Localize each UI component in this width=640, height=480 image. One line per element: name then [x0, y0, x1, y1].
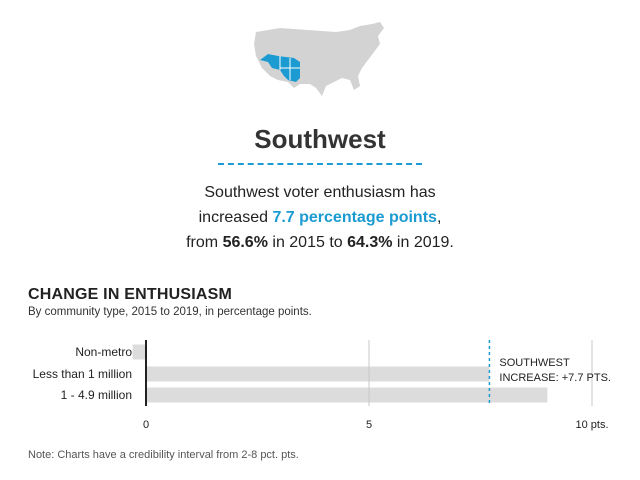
summary-line-2: increased 7.7 percentage points, [0, 205, 640, 230]
chart-subtitle: By community type, 2015 to 2019, in perc… [28, 306, 312, 318]
summary-highlight: 7.7 percentage points [272, 209, 437, 226]
us-map [250, 18, 390, 108]
summary-text: increased [198, 209, 273, 226]
us-map-svg [254, 22, 384, 96]
summary-text: in 2019. [392, 234, 454, 251]
title-divider [218, 163, 422, 165]
summary-value-2015: 56.6% [222, 234, 268, 251]
tick-label: 0 [143, 419, 149, 431]
summary-line-1: Southwest voter enthusiasm has [204, 184, 436, 201]
bar-chart: Non-metro Less than 1 million 1 - 4.9 mill… [33, 340, 611, 431]
category-label: 1 - 4.9 million [61, 388, 132, 402]
summary-line-3: from 56.6% in 2015 to 64.3% in 2019. [0, 230, 640, 255]
summary-text: from [186, 234, 223, 251]
category-label: Less than 1 million [33, 367, 132, 381]
bar [146, 366, 490, 382]
chart-title: CHANGE IN ENTHUSIASM [28, 286, 233, 303]
reference-label: SOUTHWEST [499, 357, 570, 369]
tick-label: 10 pts. [575, 419, 608, 431]
summary-text: , [436, 209, 442, 226]
reference-label: INCREASE: +7.7 PTS. [499, 372, 611, 384]
tick-label: 5 [366, 419, 372, 431]
category-label: Non-metro [75, 345, 132, 359]
region-title: Southwest [254, 124, 386, 154]
footnote: Note: Charts have a credibility interval… [28, 449, 299, 461]
bar [132, 344, 146, 360]
bar [146, 387, 548, 403]
summary-text: in 2015 to [267, 234, 348, 251]
region-summary: Southwest voter enthusiasm has increased… [0, 180, 640, 255]
summary-value-2019: 64.3% [347, 234, 393, 251]
